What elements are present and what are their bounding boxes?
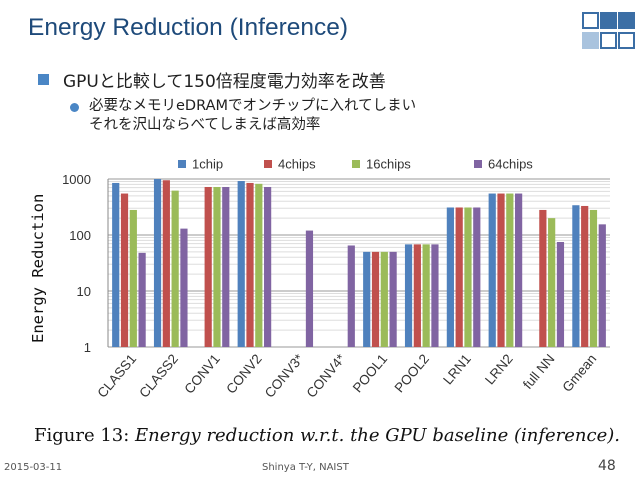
bar	[180, 228, 188, 347]
bar	[455, 207, 463, 347]
bar	[213, 186, 221, 347]
energy-reduction-chart: 1 10 100 1000 1chip 4chips 16chips 64chips CLASS…	[62, 157, 610, 401]
x-tick-label: CLASS2	[136, 351, 181, 400]
x-tick-label: LRN2	[482, 351, 516, 387]
footer-date: 2015-03-11	[4, 462, 63, 473]
bullet-level2-line2: それを沢山ならべてしまえば高効率	[89, 117, 321, 133]
bar	[347, 245, 355, 347]
bar	[539, 209, 547, 347]
y-tick-label: 1000	[62, 172, 91, 187]
bar	[598, 224, 606, 347]
bar	[572, 205, 580, 347]
x-tick-label: CONV4*	[304, 351, 349, 401]
bar	[162, 180, 170, 347]
x-tick-label: CONV3*	[262, 351, 307, 401]
bar	[497, 193, 505, 347]
bar	[171, 190, 179, 347]
bar	[473, 207, 481, 347]
bar	[153, 179, 162, 347]
caption-text: Energy reduction w.r.t. the GPU baseline…	[135, 425, 620, 446]
x-tick-label: POOL2	[392, 351, 432, 395]
legend-label: 4chips	[278, 157, 316, 172]
bar	[413, 244, 421, 347]
circle-bullet-icon	[70, 103, 79, 112]
bar	[404, 244, 413, 347]
bar	[380, 251, 388, 347]
legend-label: 64chips	[488, 157, 533, 172]
bullet-level1-text: GPUと比較して150倍程度電力効率を改善	[63, 72, 386, 92]
bar	[246, 182, 254, 347]
bar	[204, 186, 212, 347]
legend-swatch	[264, 160, 272, 168]
bullet-level2: 必要なメモリeDRAMでオンチップに入れてしまい それを沢山ならべてしまえば高効…	[70, 97, 416, 135]
y-tick-label: 100	[69, 228, 91, 243]
y-tick-label: 10	[77, 284, 91, 299]
square-bullet-icon	[38, 74, 49, 85]
y-tick-label: 1	[84, 340, 91, 355]
bar	[488, 193, 496, 347]
x-tick-label: POOL1	[350, 351, 390, 395]
figure-caption: Figure 13: Energy reduction w.r.t. the G…	[34, 425, 620, 446]
bar	[515, 193, 523, 347]
legend-swatch	[474, 160, 482, 168]
legend-label: 1chip	[192, 157, 223, 172]
bar	[506, 193, 514, 347]
x-tick-label: CLASS1	[94, 351, 139, 400]
page-number: 48	[598, 458, 616, 474]
slide-title: Energy Reduction (Inference)	[28, 14, 349, 41]
bar	[464, 207, 472, 347]
bar	[222, 186, 230, 347]
bar	[138, 252, 146, 347]
bar	[389, 251, 397, 347]
bar	[581, 205, 589, 347]
bar	[112, 182, 120, 347]
bullet-level2-line1: 必要なメモリeDRAMでオンチップに入れてしまい	[89, 98, 417, 114]
caption-prefix: Figure 13:	[34, 425, 130, 446]
bar	[237, 181, 245, 347]
x-tick-label: CONV2	[223, 351, 264, 396]
legend-label: 16chips	[366, 157, 411, 172]
bar	[363, 251, 371, 347]
naist-logo-icon	[582, 12, 635, 52]
bar	[264, 186, 272, 347]
bar	[255, 183, 263, 347]
legend-swatch	[352, 160, 360, 168]
bar	[129, 209, 137, 347]
bar	[589, 209, 598, 347]
bar	[371, 251, 380, 347]
footer-author: Shinya T-Y, NAIST	[262, 462, 349, 473]
bar	[431, 244, 439, 347]
legend-swatch	[178, 160, 186, 168]
bar	[446, 207, 454, 347]
x-tick-label: CONV1	[181, 351, 222, 396]
bar	[422, 244, 430, 347]
x-tick-label: Gmean	[559, 351, 599, 395]
bullet-level1: GPUと比較して150倍程度電力効率を改善	[38, 67, 386, 92]
bar	[305, 230, 314, 347]
bar	[548, 218, 556, 347]
bar	[120, 193, 129, 347]
bar	[556, 241, 565, 347]
x-tick-label: full NN	[520, 351, 558, 392]
x-tick-label: LRN1	[440, 351, 474, 387]
